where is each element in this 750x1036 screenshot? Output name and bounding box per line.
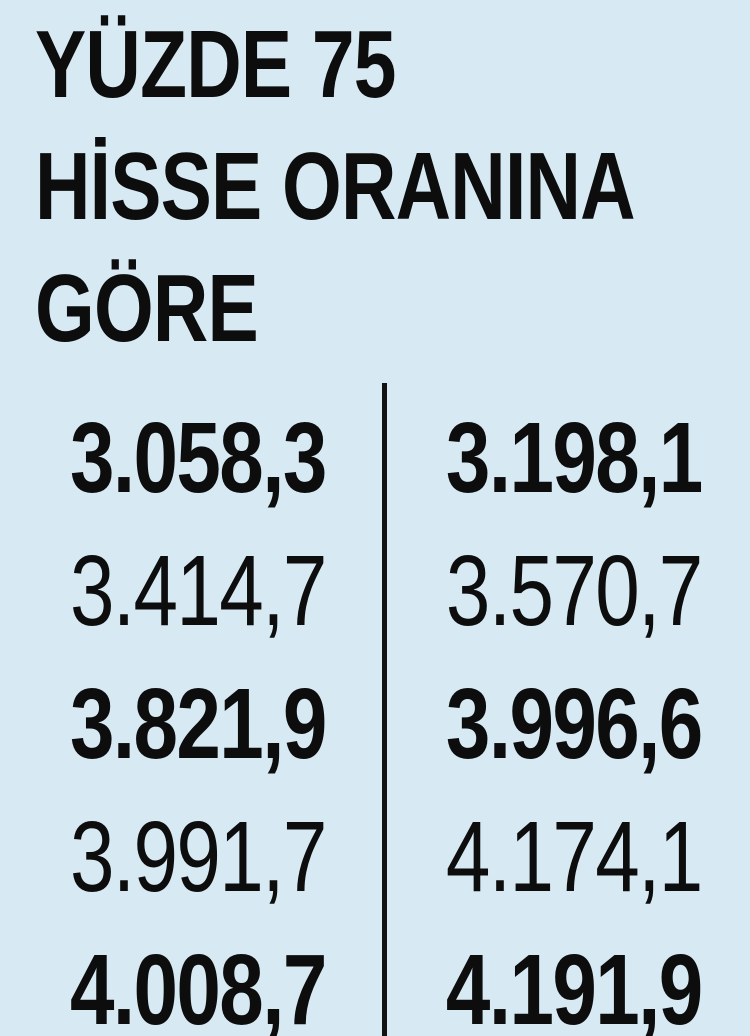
table-cell-right: 4.174,1 [382,800,750,915]
title-line-1: YÜZDE 75 [35,4,750,126]
title-line-2-text: HİSSE ORANINA [35,133,636,240]
table-row: 4.008,7 4.191,9 [0,924,750,1036]
table-row: 3.991,7 4.174,1 [0,791,750,924]
table-cell-right: 4.191,9 [382,933,750,1036]
value-right-2: 3.570,7 [445,535,703,647]
table-cell-left: 3.991,7 [0,800,382,915]
column-divider-rule [382,383,387,1036]
value-right-5: 4.191,9 [445,934,703,1036]
value-left-2: 3.414,7 [70,535,327,647]
value-left-1: 3.058,3 [70,402,327,514]
table-row: 3.058,3 3.198,1 [0,392,750,525]
table-row: 3.821,9 3.996,6 [0,658,750,791]
table-cell-left: 3.058,3 [0,401,382,516]
table-cell-left: 3.821,9 [0,667,382,782]
table-row: 3.414,7 3.570,7 [0,525,750,658]
title-line-2: HİSSE ORANINA [35,126,750,248]
table-cell-right: 3.198,1 [382,401,750,516]
table-cell-left: 4.008,7 [0,933,382,1036]
table-cell-left: 3.414,7 [0,534,382,649]
page-title: YÜZDE 75 HİSSE ORANINA GÖRE [35,4,750,370]
table-cell-right: 3.996,6 [382,667,750,782]
value-right-4: 4.174,1 [445,801,703,913]
value-left-4: 3.991,7 [70,801,327,913]
title-line-1-text: YÜZDE 75 [35,11,396,118]
value-right-3: 3.996,6 [445,668,703,780]
number-table: 3.058,3 3.198,1 3.414,7 3.570,7 3.821,9 … [0,392,750,1036]
value-left-3: 3.821,9 [70,668,327,780]
title-line-3: GÖRE [35,248,750,370]
value-right-1: 3.198,1 [445,402,703,514]
table-cell-right: 3.570,7 [382,534,750,649]
value-left-5: 4.008,7 [70,934,327,1036]
title-line-3-text: GÖRE [35,255,259,362]
